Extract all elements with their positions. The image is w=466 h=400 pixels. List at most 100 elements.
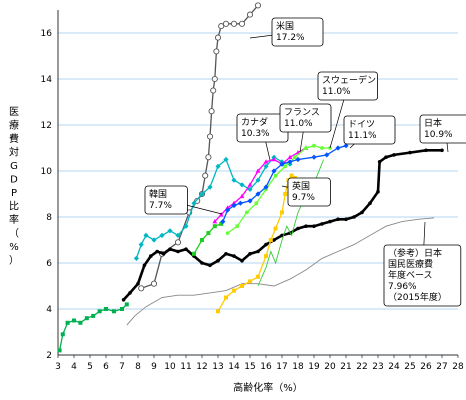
series-line-3 [58,303,128,351]
x-tick-label-17: 17 [276,362,287,372]
point-0-7 [202,172,209,179]
callout-germany-line-1: 11.1% [348,131,377,141]
callout-japan-line-0: 日本 [424,117,442,129]
point-3-11 [124,302,129,307]
callout-sweden-line-0: スウェーデン [322,74,376,86]
callout-germany-box [343,115,396,145]
callout-reference-line-3: 7.96% [388,282,417,292]
point-7-7 [292,155,297,160]
point-1-7 [168,247,172,251]
point-5-8 [191,200,197,206]
point-1-29 [344,217,348,222]
point-6-6 [255,168,261,173]
point-6-3 [231,200,237,205]
callout-reference-line-4: （2015年度） [388,291,447,303]
point-0-16 [222,20,230,27]
x-tick-label-10: 10 [164,362,176,372]
point-1-6 [161,252,166,256]
point-3-10 [120,307,124,311]
point-5-2 [143,232,149,238]
point-0-15 [218,23,225,30]
point-0-3 [174,239,182,246]
callout-uk-line-1: 9.7% [292,193,315,203]
point-7-10 [320,146,324,150]
point-8-14 [343,143,349,149]
point-0-14 [214,34,222,41]
point-1-38 [424,148,428,153]
x-tick-label-13: 13 [212,362,223,372]
point-9-3 [240,284,244,288]
callout-reference-line-0: （参考）日本 [388,247,442,259]
point-4-3 [212,224,217,229]
point-1-8 [176,249,180,254]
point-0-10 [208,108,215,115]
callout-sweden-box [317,71,378,101]
point-7-0 [225,231,230,236]
point-4-2 [206,231,211,236]
x-tick-label-19: 19 [308,362,320,372]
point-9-0 [216,309,220,314]
point-1-30 [352,215,356,219]
point-8-12 [324,152,330,158]
point-6-10 [287,154,293,159]
point-3-0 [57,348,62,353]
x-tick-label-7: 7 [119,362,125,372]
point-1-37 [408,150,412,155]
x-tick-label-22: 22 [356,362,367,372]
callout-canada-line-0: カナダ [241,116,268,128]
point-6-8 [271,156,277,162]
callout-germany-line-0: ドイツ [348,120,375,130]
point-1-26 [320,222,324,226]
point-9-4 [248,279,252,284]
point-7-9 [312,143,316,148]
point-1-1 [128,291,132,295]
series-0 [138,2,262,292]
point-5-11 [215,163,221,169]
callout-france-line-1: 11.0% [284,119,313,129]
point-3-6 [91,313,96,318]
point-6-4 [239,193,245,199]
point-0-13 [213,48,220,55]
callout-reference-line-2: 年度ベース [388,269,433,281]
point-8-7 [271,168,277,174]
point-1-20 [272,238,276,242]
point-1-36 [392,153,396,157]
point-1-25 [312,224,316,228]
callout-uk-line-0: 英国 [292,180,310,192]
point-7-1 [235,224,240,229]
callout-korea-line-0: 韓国 [149,189,167,200]
y-tick-label-8: 8 [46,213,52,223]
point-5-4 [159,232,165,238]
y-tick-label-4: 4 [46,305,52,315]
x-tick-label-20: 20 [324,362,336,372]
point-0-8 [205,154,212,161]
point-1-17 [248,252,252,256]
x-axis-title: 高齢化率（%） [233,381,303,394]
y-tick-label-6: 6 [46,259,52,269]
point-4-4 [219,221,224,226]
point-0-11 [210,87,217,94]
point-8-1 [225,207,231,213]
point-1-34 [377,160,382,164]
callout-reference-box [383,244,462,307]
y-axis-title: 医療費対 G D P 比率（%） [9,106,19,267]
point-1-35 [384,155,388,159]
point-1-15 [232,254,236,258]
series-5 [133,154,293,261]
point-1-14 [224,252,228,256]
point-5-3 [151,237,157,243]
series-line-2 [126,217,435,326]
point-1-31 [360,210,364,215]
series-line-4 [193,223,222,255]
y-tick-label-2: 2 [46,351,52,361]
x-tick-label-15: 15 [244,362,255,372]
point-1-33 [376,189,380,194]
x-tick-label-26: 26 [420,362,432,372]
point-8-8 [279,161,285,167]
callout-japan-box [419,114,466,144]
callout-japan-line-1: 10.9% [424,130,453,140]
